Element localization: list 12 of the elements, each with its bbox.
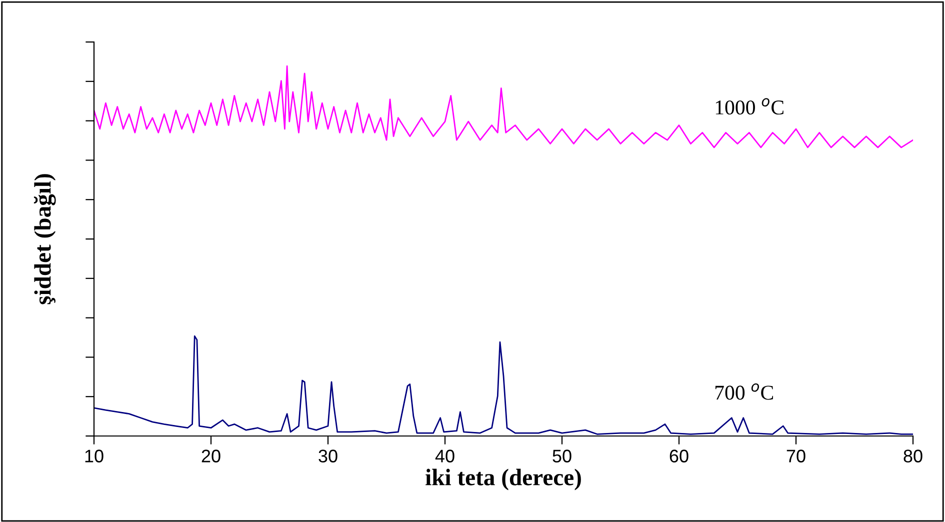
x-tick-label: 10 [85,450,104,462]
series-label: 700 $^{o}$C [715,383,773,400]
x-tick-label: 60 [670,450,688,462]
y-axis-title: şiddet (bağıl) [34,174,56,304]
series-label: 1000 $^{o}$C [716,98,784,115]
x-tick-label: 50 [552,450,572,462]
x-tick-label: 30 [318,450,338,462]
x-tick-label: 40 [435,450,454,462]
x-tick-label: 80 [904,450,922,462]
x-tick-label: 20 [202,450,220,462]
x-axis-title: iki teta (derece) [426,468,581,490]
x-tick-label: 70 [786,450,806,462]
